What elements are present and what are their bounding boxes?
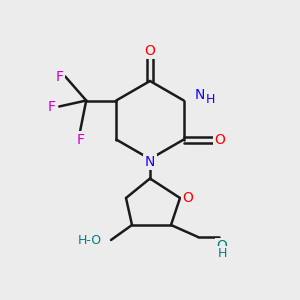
- Text: O: O: [145, 44, 155, 58]
- Text: H: H: [206, 92, 215, 106]
- Text: N: N: [145, 155, 155, 169]
- Text: O: O: [214, 133, 225, 146]
- Text: O: O: [217, 239, 227, 253]
- Text: N: N: [195, 88, 206, 101]
- Text: O: O: [182, 191, 193, 205]
- Text: H: H: [217, 247, 227, 260]
- Text: F: F: [55, 70, 63, 83]
- Text: F: F: [48, 100, 56, 113]
- Text: F: F: [76, 133, 84, 146]
- Text: H-O: H-O: [78, 233, 102, 247]
